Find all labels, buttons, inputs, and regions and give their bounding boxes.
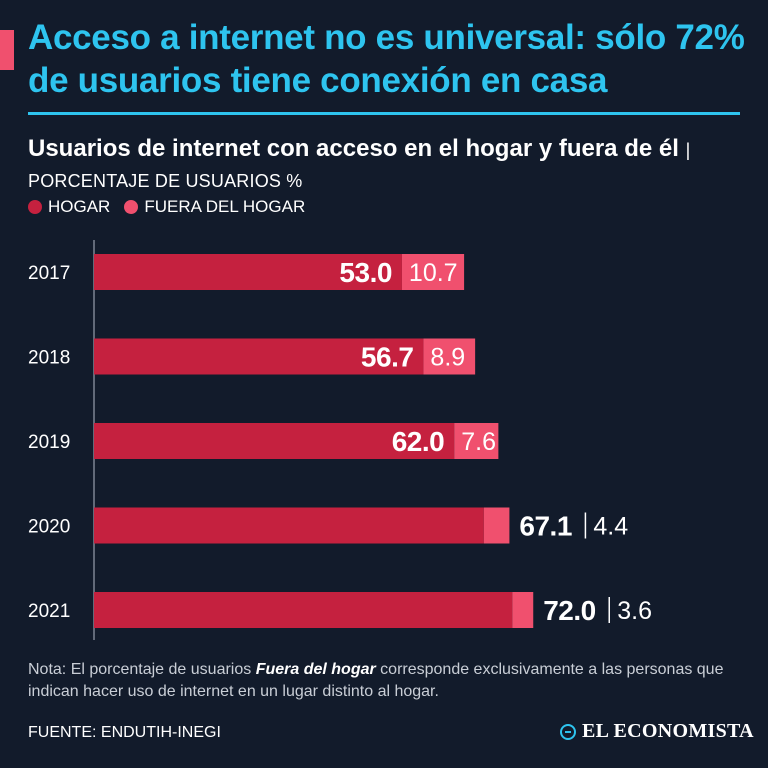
legend-dot-home xyxy=(28,200,42,214)
accent-mark xyxy=(0,30,14,70)
bar-outside xyxy=(483,507,510,544)
legend-label-outside: FUERA DEL HOGAR xyxy=(144,197,306,216)
legend-item-outside: FUERA DEL HOGAR xyxy=(124,197,305,217)
data-label-home: 53.0 xyxy=(339,257,392,288)
bar-home xyxy=(94,423,455,459)
data-label-home: 56.7 xyxy=(361,342,414,373)
data-label-outside: 4.4 xyxy=(593,513,628,541)
data-label-outside: 10.7 xyxy=(409,259,458,287)
footnote: Nota: El porcentaje de usuarios Fuera de… xyxy=(28,659,748,703)
source-label: FUENTE: ENDUTIH-INEGI xyxy=(28,724,221,741)
bar-home xyxy=(94,592,513,628)
legend: HOGAR FUERA DEL HOGAR xyxy=(28,197,305,217)
legend-label-home: HOGAR xyxy=(48,197,111,216)
data-label-outside: 3.6 xyxy=(617,597,652,625)
publisher-logo: EL ECONOMISTA xyxy=(560,720,754,743)
headline: Acceso a internet no es universal: sólo … xyxy=(28,18,745,100)
data-label-outside: 7.6 xyxy=(461,428,496,456)
y-tick-label: 2019 xyxy=(28,432,70,453)
bar-outside xyxy=(454,423,499,459)
bar-home xyxy=(94,507,484,544)
footnote-suffix: corresponde exclusivamente a las persona… xyxy=(28,661,724,700)
legend-item-home: HOGAR xyxy=(28,197,110,217)
bar-home xyxy=(94,338,424,375)
data-label-home: 67.1 xyxy=(519,511,572,542)
chart-subtitle: Usuarios de internet con acceso en el ho… xyxy=(28,134,728,196)
data-label-home: 72.0 xyxy=(543,595,596,626)
bar-outside xyxy=(401,254,465,290)
y-tick-label: 2020 xyxy=(28,517,70,538)
chart-subtitle-title: Usuarios de internet con acceso en el ho… xyxy=(28,135,679,162)
footnote-emphasis: Fuera del hogar xyxy=(255,661,376,678)
logo-text: EL ECONOMISTA xyxy=(582,720,754,742)
footnote-prefix: Nota: El porcentaje de usuarios xyxy=(28,661,256,678)
bar-outside xyxy=(423,338,476,375)
data-label-home: 62.0 xyxy=(392,426,445,457)
data-label-outside: 8.9 xyxy=(430,344,465,372)
y-tick-label: 2017 xyxy=(28,263,70,284)
y-tick-label: 2018 xyxy=(28,348,70,369)
y-tick-label: 2021 xyxy=(28,601,70,622)
bar-home xyxy=(94,254,402,290)
headline-rule xyxy=(28,112,740,115)
chart-units: | PORCENTAJE DE USUARIOS % xyxy=(28,140,691,191)
logo-icon xyxy=(560,723,576,740)
legend-dot-outside xyxy=(124,200,139,214)
bar-outside xyxy=(512,592,534,628)
